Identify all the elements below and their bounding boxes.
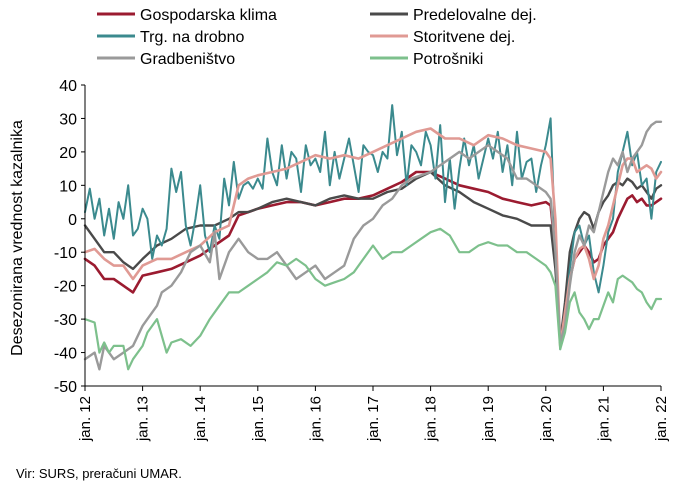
y-tick-label: 10 [59,178,77,195]
x-tick-label: jan. 22 [653,396,670,442]
y-tick-label: 0 [68,212,77,229]
series-line-gradbeni-tvo [83,120,663,371]
x-tick-label: jan. 15 [250,396,267,442]
y-tick-label: -50 [54,379,77,396]
y-tick-label: -20 [54,279,77,296]
legend: Gospodarska klima Predelovalne dej. Trg. n… [97,7,537,68]
source-note: Vir: SURS, preračuni UMAR. [16,466,182,481]
series-line-potro-niki [83,227,663,371]
legend-label-gradbeni-tvo: Gradbeništvo [140,51,235,68]
x-tick-label: jan. 17 [365,396,382,442]
series-line-gospodarska-klima [83,170,663,344]
x-tick-label: jan. 14 [192,396,209,442]
y-tick-label: -10 [54,245,77,262]
x-tick-label: jan. 16 [307,396,324,442]
x-tick-label: jan. 13 [135,396,152,442]
y-axis-label: Desezonirana vrednost kazalnika [9,120,26,356]
legend-label-storitvene-dej-: Storitvene dej. [413,29,515,46]
legend-label-potro-niki: Potrošniki [413,51,483,68]
x-tick-label: jan. 18 [423,396,440,442]
series-line-predelovalne-dej- [83,170,663,344]
axes: -50 -40 -30 -20 -10 0 10 20 30 40 jan. 12 jan. 13 ja… [54,78,670,442]
y-tick-label: 40 [59,78,77,95]
legend-label-trg-na-drobno: Trg. na drobno [140,29,244,46]
legend-label-predelovalne-dej-: Predelovalne dej. [413,7,537,24]
plot-lines [83,104,663,371]
series-line-trg-na-drobno [84,104,662,351]
x-tick-label: jan. 21 [595,396,612,442]
x-tick-label: jan. 12 [77,396,94,442]
x-tick-label: jan. 19 [480,396,497,442]
legend-label-gospodarska-klima: Gospodarska klima [140,7,277,24]
y-tick-label: -40 [54,346,77,363]
y-tick-label: -30 [54,312,77,329]
y-tick-label: 20 [59,145,77,162]
y-tick-label: 30 [59,111,77,128]
x-tick-label: jan. 20 [538,396,555,442]
